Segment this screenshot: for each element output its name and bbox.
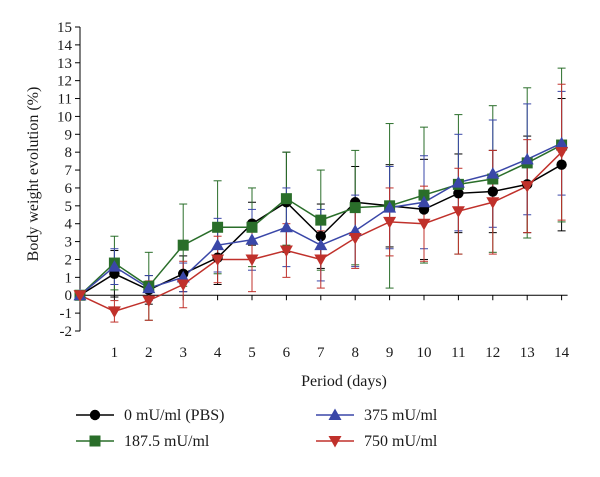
data-point-750-mu-ml	[107, 306, 121, 318]
data-point-375-mu-ml	[107, 260, 121, 272]
x-tick-label: 13	[520, 345, 535, 361]
data-point-187-5-mu-ml	[280, 193, 292, 205]
y-tick-label: 13	[57, 56, 72, 72]
legend: 0 mU/ml (PBS) 375 mU/ml 187.5 mU/ml 750 mU/…	[76, 407, 438, 450]
data-point-187-5-mu-ml	[212, 221, 224, 233]
data-point-0-mu-ml-pbs	[453, 188, 464, 199]
y-tick-label: 12	[57, 74, 72, 90]
x-tick-label: 9	[386, 345, 394, 361]
y-tick-label: 6	[65, 181, 73, 197]
data-point-750-mu-ml	[520, 181, 534, 193]
x-tick-label: 8	[351, 345, 359, 361]
x-tick-label: 3	[179, 345, 187, 361]
x-tick-label: 6	[283, 345, 291, 361]
y-tick-label: 4	[65, 217, 73, 233]
y-axis-title: Body weight evolution (%)	[25, 87, 42, 262]
data-point-187-5-mu-ml	[177, 239, 189, 251]
y-tick-label: 11	[58, 92, 72, 108]
data-point-375-mu-ml	[314, 238, 328, 251]
data-point-750-mu-ml	[142, 295, 156, 308]
data-point-750-mu-ml	[245, 254, 259, 266]
y-tick-label: 3	[65, 235, 73, 251]
data-point-187-5-mu-ml	[246, 221, 258, 233]
legend-marker	[89, 435, 101, 447]
x-tick-label: 2	[145, 345, 153, 361]
data-point-375-mu-ml	[211, 238, 225, 251]
legend-item: 750 mU/ml	[316, 433, 438, 450]
data-point-375-mu-ml	[176, 270, 190, 283]
data-point-750-mu-ml	[451, 206, 465, 218]
data-point-187-5-mu-ml	[418, 189, 430, 201]
data-point-0-mu-ml-pbs	[556, 159, 567, 170]
data-point-0-mu-ml-pbs	[487, 186, 498, 197]
legend-marker	[89, 409, 101, 421]
y-tick-label: 2	[65, 252, 73, 268]
data-point-375-mu-ml	[555, 136, 569, 149]
x-tick-label: 1	[111, 345, 119, 361]
legend-marker	[328, 436, 342, 448]
data-point-750-mu-ml	[417, 218, 431, 231]
data-point-375-mu-ml	[417, 195, 431, 208]
data-point-187-5-mu-ml	[487, 173, 499, 185]
data-point-375-mu-ml	[383, 201, 397, 213]
x-tick-label: 10	[417, 345, 432, 361]
y-tick-label: -1	[60, 306, 73, 322]
data-point-375-mu-ml	[451, 176, 465, 188]
data-point-750-mu-ml	[383, 216, 397, 229]
legend-marker	[328, 408, 342, 420]
y-tick-label: 10	[57, 109, 72, 125]
legend-label: 375 mU/ml	[364, 407, 438, 424]
data-point-750-mu-ml	[314, 254, 328, 266]
y-tick-label: 15	[57, 20, 72, 36]
marker-layer	[73, 136, 569, 318]
y-tick-label: 8	[65, 145, 73, 161]
legend-item: 0 mU/ml (PBS)	[76, 407, 224, 424]
legend-label: 0 mU/ml (PBS)	[124, 407, 224, 424]
y-tick-label: 14	[57, 38, 73, 54]
data-point-375-mu-ml	[520, 152, 534, 165]
data-point-750-mu-ml	[73, 290, 87, 302]
data-point-375-mu-ml	[348, 224, 362, 236]
data-point-187-5-mu-ml	[315, 214, 327, 226]
y-tick-label: 1	[65, 270, 73, 286]
x-tick-label: 12	[485, 345, 500, 361]
legend-label: 750 mU/ml	[364, 433, 438, 450]
y-tick-label: -2	[60, 324, 73, 340]
data-point-750-mu-ml	[348, 233, 362, 245]
errorbar-layer	[110, 67, 566, 323]
data-point-750-mu-ml	[486, 197, 500, 209]
x-tick-label: 14	[554, 345, 570, 361]
y-tick-label: 5	[65, 199, 73, 215]
data-point-375-mu-ml	[486, 167, 500, 179]
x-tick-label: 11	[451, 345, 465, 361]
data-point-375-mu-ml	[142, 281, 156, 294]
data-point-375-mu-ml	[245, 233, 259, 245]
y-tick-label: 7	[65, 163, 73, 179]
x-tick-label: 5	[248, 345, 256, 361]
x-tick-label: 4	[214, 345, 222, 361]
legend-label: 187.5 mU/ml	[124, 433, 210, 450]
legend-item: 187.5 mU/ml	[76, 433, 210, 450]
y-tick-label: 9	[65, 127, 73, 143]
x-axis-title: Period (days)	[301, 373, 387, 390]
data-point-0-mu-ml-pbs	[315, 231, 326, 242]
data-point-750-mu-ml	[279, 245, 293, 258]
data-point-750-mu-ml	[211, 254, 225, 266]
x-tick-label: 7	[317, 345, 325, 361]
data-point-187-5-mu-ml	[349, 202, 361, 214]
data-point-750-mu-ml	[555, 147, 569, 159]
legend-item: 375 mU/ml	[316, 407, 438, 424]
data-point-375-mu-ml	[279, 220, 293, 233]
y-tick-label: 0	[65, 288, 73, 304]
data-point-750-mu-ml	[176, 279, 190, 292]
